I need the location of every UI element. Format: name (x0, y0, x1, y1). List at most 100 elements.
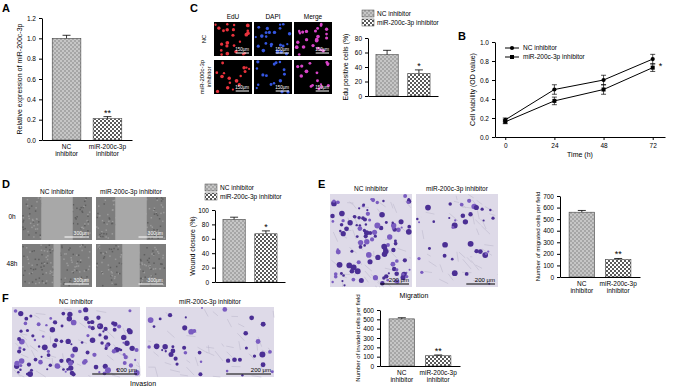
fiber (239, 341, 241, 350)
cell (334, 272, 338, 276)
fiber (153, 352, 158, 356)
fiber (409, 257, 411, 258)
x-axis (381, 366, 461, 367)
legend-swatch (205, 184, 217, 191)
cell (343, 284, 345, 286)
tick-label: 80 (355, 35, 363, 42)
tick-mark (377, 310, 380, 311)
texture (158, 258, 160, 260)
texture (50, 252, 52, 254)
cell (17, 371, 19, 373)
cell (331, 281, 333, 283)
tick-label: 0.4 (27, 96, 36, 103)
texture (47, 259, 49, 261)
cell (409, 269, 411, 271)
cell (302, 45, 306, 49)
scale-bar (380, 284, 409, 285)
cell (296, 65, 299, 68)
cell (402, 273, 405, 276)
bars (569, 210, 631, 277)
cell (45, 324, 47, 326)
category-label: miR-200c-3pinhibitor (600, 280, 638, 294)
cell (366, 212, 370, 216)
cell (253, 354, 256, 357)
texture (45, 283, 47, 285)
texture (22, 266, 24, 268)
cell (42, 335, 45, 338)
wound-gap (122, 244, 140, 287)
image-background (214, 60, 252, 94)
fiber (365, 265, 372, 271)
tick-label: 300 (543, 239, 554, 246)
texture (76, 208, 78, 210)
bars (223, 217, 277, 282)
fiber (393, 204, 397, 213)
texture (147, 222, 149, 224)
texture (97, 217, 99, 219)
error-bar (383, 50, 391, 54)
cell (341, 280, 343, 282)
tick-mark (604, 137, 605, 140)
texture (49, 273, 51, 275)
cell (374, 235, 377, 238)
image-transwell (12, 307, 140, 377)
cell (128, 309, 131, 312)
y-axis: 0.00.20.40.60.81.01.2 (27, 15, 43, 144)
cell (184, 351, 188, 355)
fiber (468, 194, 474, 198)
cell (270, 43, 273, 46)
cell (34, 339, 36, 341)
column-label: Merge (304, 13, 323, 21)
cell (350, 269, 355, 274)
texture (23, 275, 25, 277)
tick-mark (492, 80, 495, 81)
fiber (426, 212, 435, 214)
fiber (333, 232, 337, 242)
texture (144, 272, 146, 274)
texture (149, 267, 151, 269)
significance: ** (104, 108, 112, 118)
cell (296, 41, 299, 44)
tick-mark (39, 59, 42, 60)
texture (85, 198, 87, 200)
axis-line (561, 277, 641, 278)
line (505, 68, 652, 122)
cell (370, 198, 373, 201)
texture (112, 251, 114, 253)
fiber (439, 279, 448, 283)
cell (467, 199, 471, 203)
texture (154, 213, 156, 215)
texture (112, 221, 114, 223)
cell (255, 36, 257, 38)
bar (425, 356, 450, 366)
texture (118, 246, 120, 248)
cell (239, 40, 241, 42)
cell (222, 307, 227, 312)
texture (75, 217, 77, 219)
cell (171, 345, 174, 348)
tick-mark (212, 253, 215, 254)
texture (148, 262, 150, 264)
legend-label: NC inhibitor (377, 10, 412, 17)
cell (346, 263, 352, 269)
cell (261, 322, 266, 327)
texture (78, 265, 80, 267)
texture (121, 254, 123, 256)
tick-mark (39, 18, 42, 19)
cell (485, 253, 488, 256)
fiber (166, 312, 169, 316)
cell (381, 244, 387, 250)
figure: ABCDEFEdUDAPIMergeNC150μm150μm150μmmiR-2… (0, 0, 676, 388)
cell (326, 62, 329, 65)
fiber (237, 333, 244, 340)
cell (279, 43, 282, 46)
texture (35, 207, 37, 209)
texture (87, 214, 89, 216)
bar (569, 212, 594, 277)
scale-label: 300μm (148, 230, 163, 236)
texture (161, 197, 163, 199)
texture (161, 200, 163, 202)
fiber (206, 347, 214, 348)
texture (63, 258, 65, 260)
cell (305, 69, 309, 73)
